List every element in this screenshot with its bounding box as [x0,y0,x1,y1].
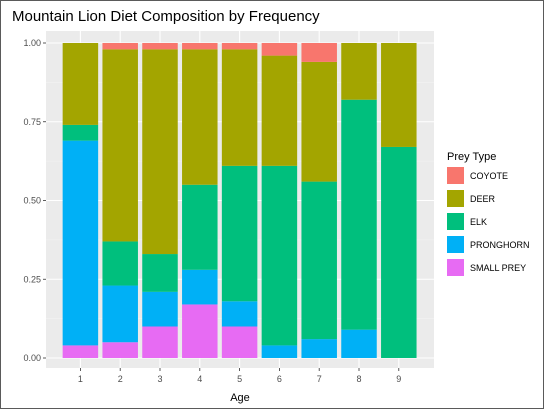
bar-segment-pronghorn [341,329,377,358]
bar-segment-deer [102,49,138,242]
legend-label: DEER [470,194,496,204]
x-tick-label: 1 [78,374,83,384]
bar-segment-pronghorn [261,345,298,358]
bar-segment-deer [301,61,337,182]
x-tick-label: 3 [157,374,162,384]
legend-swatch [447,213,464,230]
x-tick-label: 2 [118,374,123,384]
bar-segment-pronghorn [62,140,99,346]
legend-label: PRONGHORN [470,240,530,250]
bar-segment-coyote [102,43,138,50]
bar-segment-elk [221,165,258,302]
y-tick-label: 0.50 [23,196,41,206]
y-axis-ticks: 0.00 0.25 0.50 0.75 1.00 [23,38,46,363]
x-axis-ticks: 1 2 3 4 5 6 7 8 9 [78,368,401,384]
x-tick-label: 4 [197,374,202,384]
chart-title: Mountain Lion Diet Composition by Freque… [12,8,320,25]
bar-segment-small-prey [182,304,218,358]
bar-segment-deer [182,49,218,185]
x-tick-label: 8 [356,374,361,384]
legend-swatch [447,236,464,253]
bar-segment-elk [102,241,138,286]
y-tick-label: 1.00 [23,38,41,48]
bar-segment-elk [182,184,218,270]
legend-swatch [447,167,464,184]
legend-swatch [447,190,464,207]
bar-segment-coyote [261,43,298,56]
x-tick-label: 5 [237,374,242,384]
bar-segment-pronghorn [221,301,258,327]
bar-segment-coyote [142,43,178,50]
bar-segment-small-prey [62,345,99,358]
y-tick-label: 0.25 [23,274,41,284]
bar-segment-deer [341,43,377,100]
bar-segment-deer [261,55,298,166]
bar-segment-coyote [221,43,258,50]
bar-segment-small-prey [221,326,258,358]
bar-segment-deer [62,43,99,125]
bar-segment-elk [381,146,417,358]
x-tick-label: 7 [317,374,322,384]
legend-title: Prey Type [447,151,496,163]
bar-segment-elk [261,165,298,346]
bars [62,43,417,358]
legend-swatch [447,259,464,276]
legend-label: COYOTE [470,171,508,181]
bar-segment-coyote [182,43,218,50]
bar-segment-pronghorn [182,269,218,305]
bar-segment-elk [62,124,99,141]
bar-segment-pronghorn [102,285,138,343]
bar-segment-small-prey [102,342,138,358]
bar-segment-elk [142,254,178,292]
bar-segment-coyote [301,43,337,62]
bar-segment-elk [341,99,377,330]
bar-segment-pronghorn [301,339,337,358]
legend-label: ELK [470,217,487,227]
bar-segment-deer [221,49,258,166]
bar-segment-small-prey [142,326,178,358]
x-axis-title: Age [230,392,250,404]
x-tick-label: 6 [277,374,282,384]
bar-segment-deer [381,43,417,147]
y-tick-label: 0.00 [23,353,41,363]
legend-label: SMALL PREY [470,263,526,273]
bar-segment-elk [301,181,337,340]
x-tick-label: 9 [396,374,401,384]
bar-segment-deer [142,49,178,255]
bar-segment-pronghorn [142,291,178,327]
y-tick-label: 0.75 [23,117,41,127]
legend: COYOTE DEER ELK PRONGHORN SMALL PREY [447,167,530,276]
